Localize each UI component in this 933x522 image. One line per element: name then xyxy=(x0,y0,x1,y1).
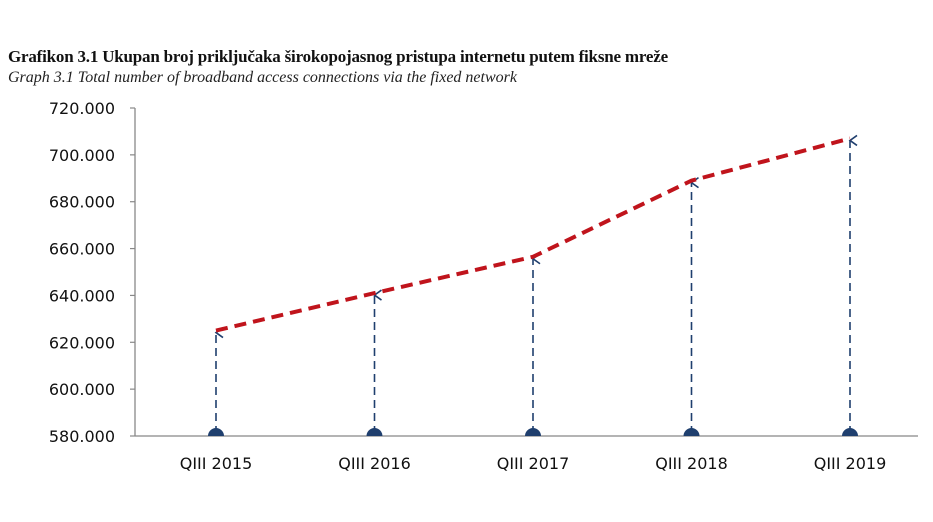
y-tick-label: 600.000 xyxy=(49,380,115,399)
y-tick-label: 720.000 xyxy=(49,99,115,118)
y-tick-label: 660.000 xyxy=(49,240,115,259)
chart-title: Grafikon 3.1 Ukupan broj priključaka šir… xyxy=(8,47,668,66)
y-tick-label: 700.000 xyxy=(49,146,115,165)
x-tick-label: QIII 2017 xyxy=(497,454,570,473)
base-dot xyxy=(525,428,541,436)
base-dot xyxy=(366,428,383,436)
y-tick-label: 580.000 xyxy=(49,427,115,446)
x-tick-label: QIII 2018 xyxy=(655,454,728,473)
x-tick-label: QIII 2019 xyxy=(814,454,887,473)
chart-subtitle: Graph 3.1 Total number of broadband acce… xyxy=(8,69,517,86)
y-tick-label: 640.000 xyxy=(49,286,115,305)
x-tick-label: QIII 2015 xyxy=(180,454,253,473)
base-dot xyxy=(842,428,858,436)
y-tick-label: 680.000 xyxy=(49,193,115,212)
y-tick-label: 620.000 xyxy=(49,333,115,352)
x-tick-label: QIII 2016 xyxy=(338,454,411,473)
base-dot xyxy=(208,428,224,436)
base-dot xyxy=(683,428,700,436)
